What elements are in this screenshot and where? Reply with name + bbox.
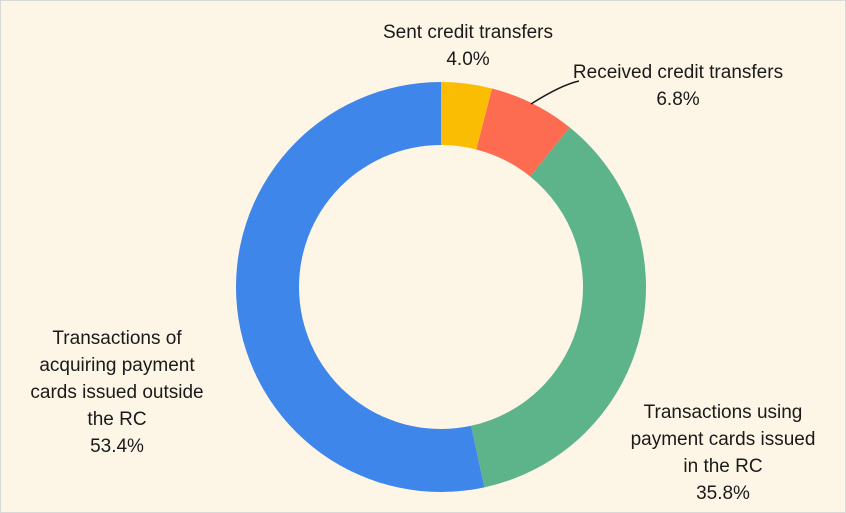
- value-label: 35.8%: [696, 483, 750, 504]
- category-label: Received credit transfers: [572, 62, 784, 83]
- donut-slice: [235, 82, 485, 492]
- category-label: Transactions using payment cards issued …: [630, 402, 816, 477]
- value-label: 4.0%: [446, 49, 490, 70]
- slice-label: Transactions of acquiring payment cards …: [25, 325, 210, 460]
- donut-slice: [441, 82, 492, 150]
- value-label: 53.4%: [90, 436, 144, 457]
- category-label: Transactions of acquiring payment cards …: [30, 328, 204, 430]
- category-label: Sent credit transfers: [382, 22, 554, 43]
- slice-label: Transactions using payment cards issued …: [628, 399, 818, 507]
- slice-label: Received credit transfers 6.8%: [528, 59, 828, 113]
- value-label: 6.8%: [656, 89, 700, 110]
- leader-line: [530, 80, 580, 105]
- donut-slice: [476, 88, 570, 177]
- slice-label: Sent credit transfers 4.0%: [338, 19, 598, 73]
- donut-slice: [471, 127, 646, 488]
